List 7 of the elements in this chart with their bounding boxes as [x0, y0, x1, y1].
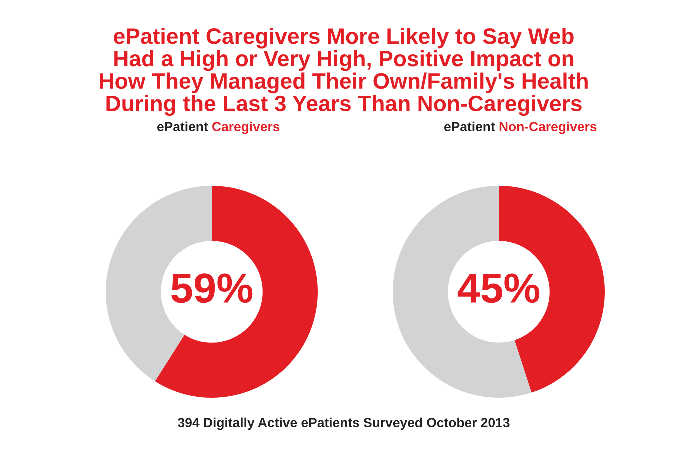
chart-subtitle: ePatient Caregivers [158, 122, 280, 134]
donut-slice [155, 186, 318, 398]
chart-title: ePatient Caregivers More Likely to Say Web Had a High or Very High, Positive Impact on How They Managed Their Own/Family's Health During the Last 3 Years Than Non-Caregivers [100, 28, 588, 116]
chart-subtitle: ePatient Non-Caregivers [444, 122, 597, 134]
text: 45% [458, 274, 540, 304]
text: 59% [172, 274, 253, 304]
text: 394 Digitally Active ePatients Surveyed October 2013 [178, 418, 510, 430]
